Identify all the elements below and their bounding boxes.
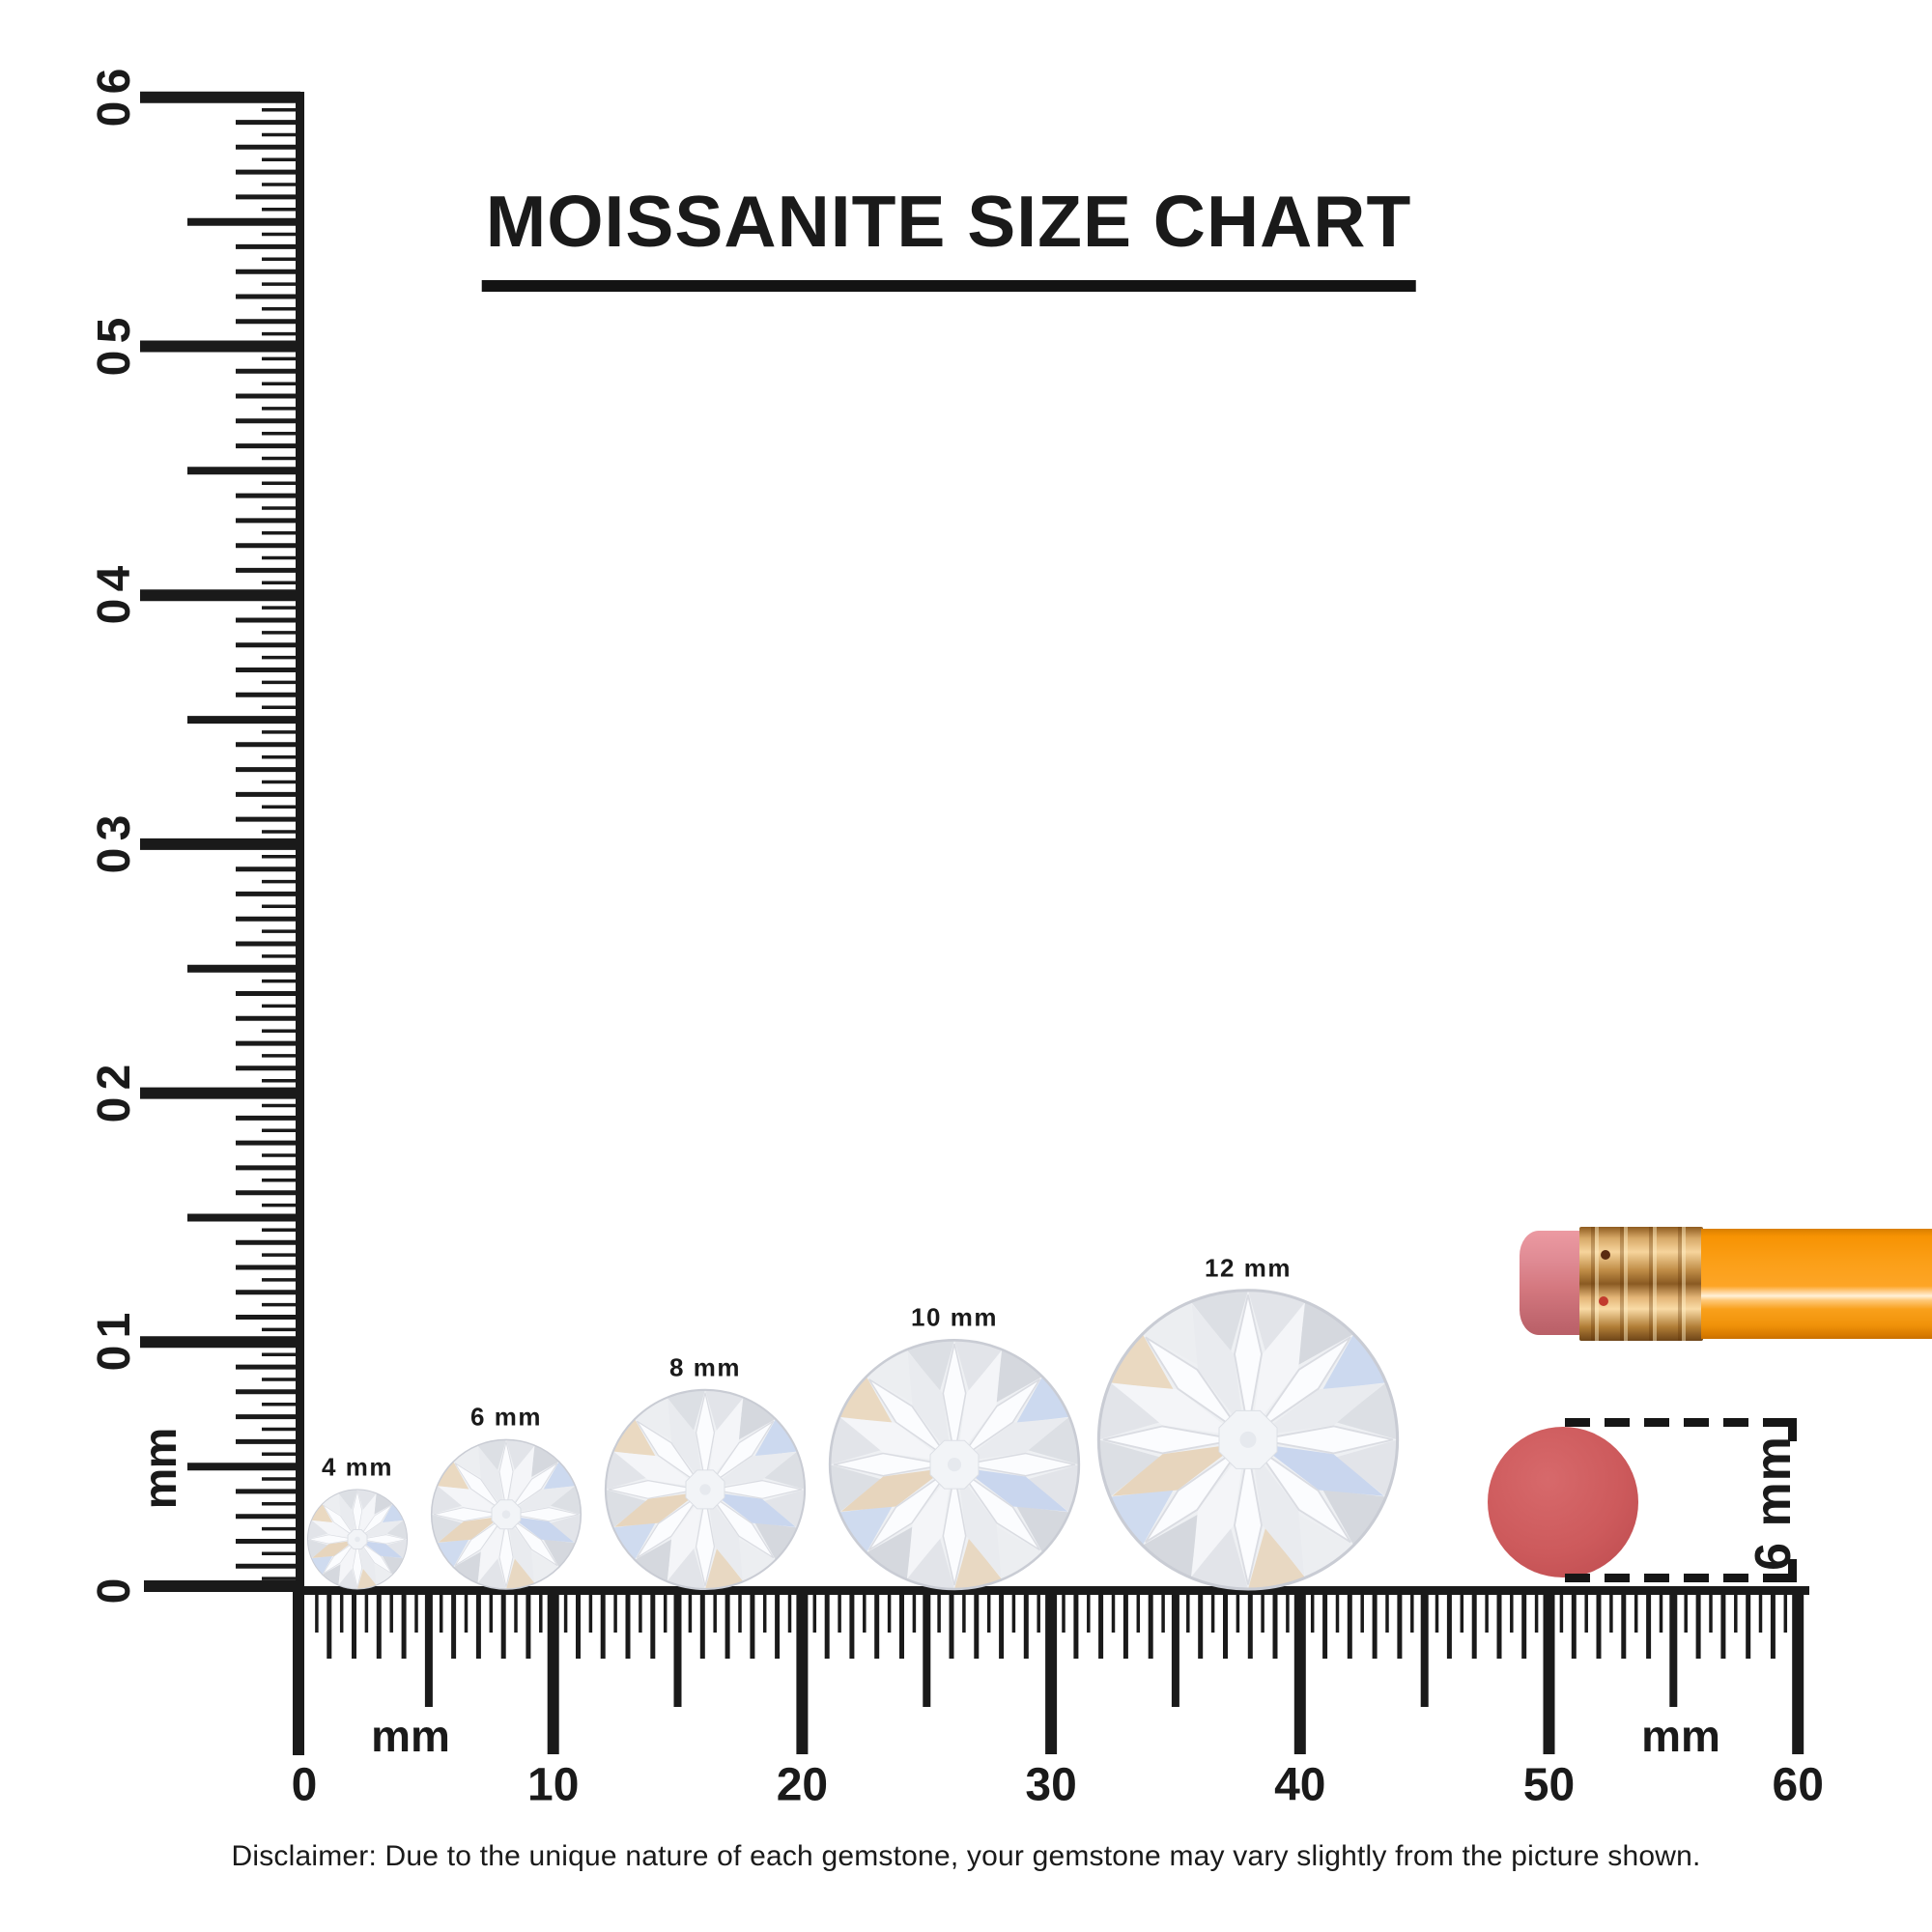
ferrule-crimp-dot [1601,1250,1610,1260]
gem-size-label: 10 mm [911,1302,998,1332]
eraser-dot [1488,1427,1638,1577]
gem-size-label: 8 mm [669,1352,741,1382]
ferrule-crimp-dot [1599,1296,1608,1306]
horizontal-ruler-number: 20 [776,1759,829,1811]
ruler-ticks-minor [236,120,1776,1659]
dot-size-label: 6 mm [1746,1435,1802,1571]
gem-graphic [604,1388,807,1591]
ruler-ticks-mid [187,217,1678,1707]
gem-size-label: 6 mm [470,1402,542,1432]
gem-graphic [306,1489,409,1590]
gem-graphic [430,1438,582,1590]
horizontal-ruler-number: 60 [1772,1759,1824,1811]
gem-size-label: 4 mm [322,1452,393,1482]
vertical-ruler-number: 0 [88,1575,140,1607]
disclaimer-text: Disclaimer: Due to the unique nature of … [231,1840,1701,1872]
vertical-ruler-zero-tick [144,1580,304,1592]
rotated-char: 0 [88,1096,140,1122]
horizontal-ruler-number: 50 [1522,1759,1576,1811]
pencil-graphic [1520,1227,1932,1341]
dashed-end-cap-top [1788,1418,1797,1441]
ruler-ticks-major [140,91,1804,1754]
rotated-char: 0 [88,100,140,128]
rotated-char: m [134,1467,186,1510]
ruler-ticks-tiny [262,107,1788,1633]
horizontal-ruler-number: 30 [1025,1759,1077,1811]
horizontal-ruler-number: 40 [1274,1759,1326,1811]
rotated-char: 0 [88,847,140,874]
dot-top-dashed-line [1565,1418,1797,1427]
pencil-eraser-tip [1520,1231,1583,1335]
horizontal-ruler-number: 10 [526,1759,580,1811]
rotated-char: 0 [88,1345,140,1372]
horizontal-ruler-number: 0 [291,1759,318,1811]
rotated-char: 0 [88,598,140,625]
pencil-ferrule [1579,1227,1703,1341]
rotated-char: 0 [88,1577,140,1605]
vertical-ruler-baseline [296,92,304,1597]
pencil-body [1701,1229,1932,1339]
rotated-char: 0 [88,350,140,376]
horizontal-ruler-baseline [296,1586,1809,1595]
horizontal-ruler-unit-label: mm [371,1711,450,1761]
dashed-end-cap-bottom [1788,1559,1797,1582]
horizontal-ruler-zero-tick [293,1591,304,1755]
dot-bottom-dashed-line [1565,1574,1797,1582]
horizontal-ruler-unit-label: mm [1641,1711,1720,1761]
page-title: MOISSANITE SIZE CHART [481,180,1416,292]
gem-graphic [1096,1289,1400,1591]
gem-size-label: 12 mm [1205,1253,1292,1283]
gem-graphic [828,1339,1081,1591]
